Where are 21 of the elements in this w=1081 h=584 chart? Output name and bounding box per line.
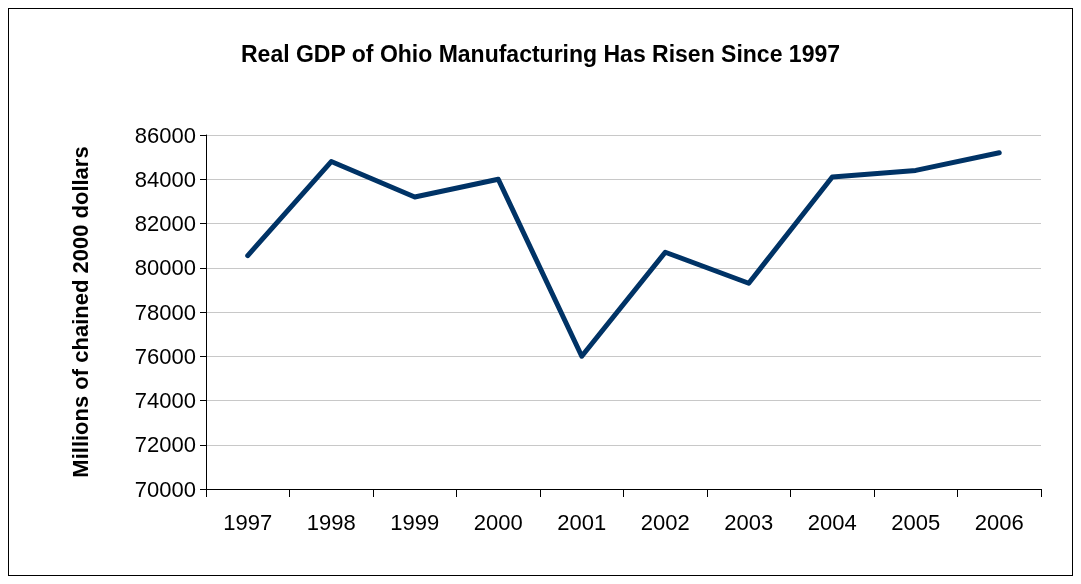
- y-tick-label: 80000: [134, 255, 196, 281]
- x-tick-label: 2000: [473, 509, 523, 535]
- y-tick-label: 84000: [134, 166, 196, 192]
- y-tick-label: 86000: [134, 122, 196, 148]
- y-tick-label: 70000: [134, 476, 196, 502]
- x-tick-label: 2003: [724, 509, 774, 535]
- y-tick-label: 78000: [134, 299, 196, 325]
- x-tick-label: 1998: [306, 509, 356, 535]
- x-tick-label: 2004: [807, 509, 857, 535]
- x-tick-label: 1999: [390, 509, 440, 535]
- x-tick-label: 2001: [557, 509, 607, 535]
- y-tick-label: 82000: [134, 211, 196, 236]
- x-tick-label: 2002: [640, 509, 690, 535]
- chart-title: Real GDP of Ohio Manufacturing Has Risen Since 1997: [240, 40, 841, 67]
- y-tick-label: 72000: [134, 432, 196, 458]
- y-tick-label: 74000: [134, 388, 196, 413]
- y-tick-label: 76000: [134, 343, 196, 369]
- x-tick-label: 2005: [891, 509, 941, 535]
- y-axis-title: Millions of chained 2000 dollars: [67, 146, 93, 478]
- x-tick-label: 2006: [974, 509, 1024, 535]
- x-tick-label: 1997: [223, 509, 273, 535]
